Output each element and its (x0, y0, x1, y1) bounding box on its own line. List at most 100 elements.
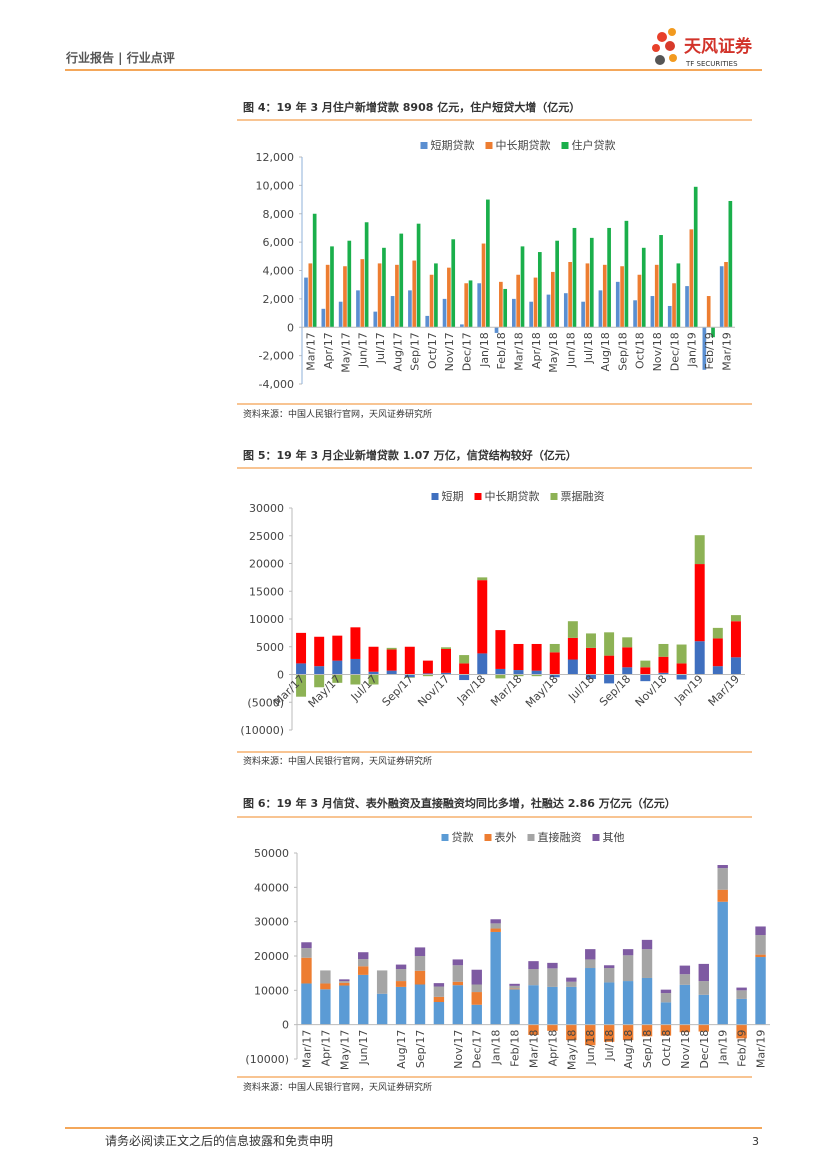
bar-segment (477, 577, 488, 581)
bar-segment (641, 939, 653, 950)
bar-segment (332, 674, 343, 683)
bar-segment (414, 970, 426, 985)
bar (537, 252, 542, 328)
bar-segment (395, 981, 407, 987)
bar-segment (641, 977, 653, 1025)
bar-segment (712, 627, 723, 639)
bar-segment (660, 1002, 672, 1025)
y-tick-label: 10000 (254, 984, 289, 997)
bar-segment (566, 986, 577, 1025)
x-tick-label: Apr/17 (319, 1030, 332, 1067)
bar (338, 301, 343, 328)
bar-segment (698, 994, 709, 1025)
bar (572, 227, 577, 328)
bar (373, 311, 378, 328)
legend-label: 票据融资 (561, 489, 605, 503)
bar (412, 260, 417, 328)
bar (516, 274, 521, 328)
bar-segment (395, 986, 407, 1025)
bar-segment (717, 901, 728, 1025)
x-tick-label: Jan/19 (671, 672, 705, 706)
bar-segment (730, 621, 741, 658)
bar (330, 246, 334, 328)
bar-segment (547, 986, 558, 1025)
x-tick-label: Aug/18 (599, 332, 612, 371)
bar (685, 286, 689, 328)
bar-segment (509, 988, 520, 990)
bar (442, 298, 447, 328)
bar (325, 264, 330, 328)
x-tick-label: Sep/17 (414, 1030, 427, 1068)
bar-segment (585, 959, 596, 969)
bar-segment (513, 643, 524, 671)
y-tick-label: 5000 (256, 641, 284, 654)
x-tick-label: Aug/17 (395, 1030, 408, 1069)
x-tick-label: Oct/17 (426, 332, 439, 369)
bar-segment (358, 952, 369, 960)
bar (672, 283, 676, 328)
bar-segment (585, 647, 596, 675)
logo-mark (652, 28, 677, 65)
bar-segment (585, 968, 596, 1025)
bar (581, 301, 585, 328)
bar (464, 283, 469, 328)
legend-swatch (484, 834, 492, 841)
bar-segment (549, 674, 560, 678)
bar-segment (698, 963, 709, 982)
bar-segment (528, 961, 539, 970)
bar-segment (549, 643, 560, 653)
bar-segment (386, 670, 397, 675)
bar-segment (404, 646, 415, 675)
legend-label: 住户贷款 (572, 138, 616, 152)
legend-label: 表外 (495, 830, 517, 844)
bar-segment (528, 1024, 539, 1035)
bar-segment (679, 1024, 691, 1033)
bar (711, 327, 715, 338)
bar (598, 290, 603, 328)
bar-segment (471, 969, 482, 985)
bar-segment (566, 977, 577, 982)
bar-segment (679, 984, 691, 1025)
legend-label: 其他 (603, 831, 625, 844)
bar (667, 305, 672, 328)
bar-segment (314, 636, 325, 667)
y-tick-label: (10000) (245, 1053, 289, 1066)
x-tick-label: Sep/18 (616, 332, 629, 370)
x-tick-label: Feb/18 (495, 332, 508, 369)
figure-title: 图 4：19 年 3 月住户新增贷款 8908 亿元，住户短贷大增（亿元） (243, 100, 580, 114)
x-tick-label: Nov/18 (651, 332, 664, 371)
bar-segment (509, 985, 520, 989)
x-tick-label: Mar/17 (300, 1030, 313, 1068)
bar (693, 186, 698, 328)
bar-segment (422, 660, 433, 674)
bar (503, 288, 508, 328)
bar-segment (566, 981, 577, 987)
bar-segment (350, 627, 361, 659)
x-tick-label: May/18 (523, 672, 561, 710)
bar (360, 259, 365, 328)
bar (637, 274, 642, 328)
bar-segment (604, 655, 615, 675)
bar-segment (712, 638, 723, 667)
bar-segment (490, 919, 501, 924)
bar-segment (350, 658, 361, 675)
bar (659, 235, 663, 328)
bar (395, 264, 399, 328)
bar (343, 266, 347, 328)
figure-title: 图 6：19 年 3 月信贷、表外融资及直接融资均同比多增，社融达 2.86 万… (243, 796, 676, 810)
bar-segment (459, 663, 470, 675)
y-tick-label: 10000 (249, 613, 284, 626)
bar-segment (679, 965, 691, 975)
bar-segment (376, 993, 388, 1025)
bar-segment (422, 674, 433, 677)
bar (477, 283, 482, 328)
bar-segment (528, 985, 539, 1025)
bar-segment (386, 647, 397, 650)
bar (499, 281, 503, 328)
bar-segment (547, 962, 558, 969)
y-tick-label: 2,000 (263, 293, 295, 306)
source: 资料来源：中国人民银行官网，天风证券研究所 (243, 408, 432, 420)
bar (447, 267, 451, 328)
bar-segment (452, 965, 464, 982)
bar-segment (495, 668, 506, 675)
